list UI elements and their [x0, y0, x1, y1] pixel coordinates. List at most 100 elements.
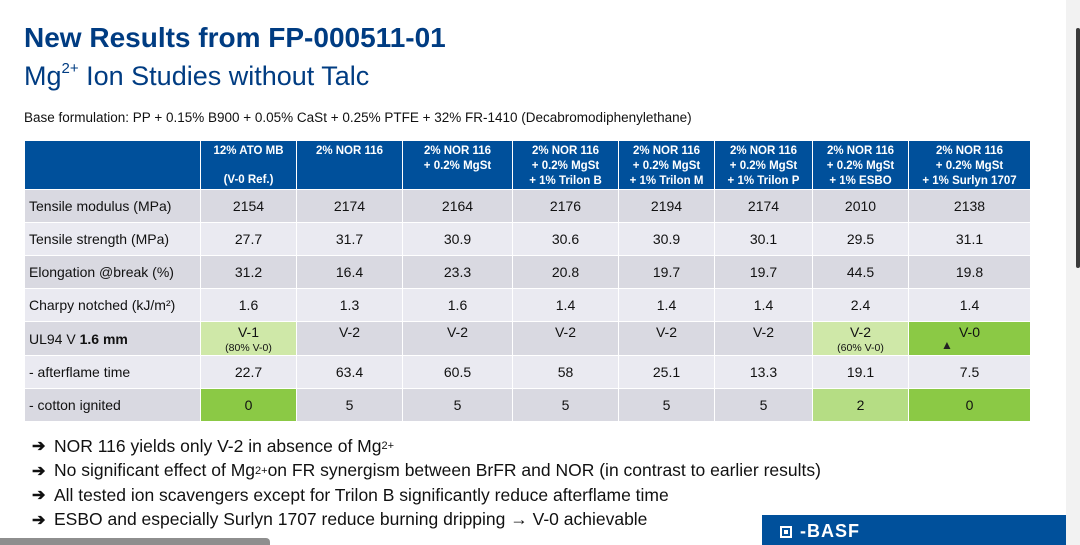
- row-label: Tensile strength (MPa): [24, 222, 201, 256]
- footer-brand-bar: [762, 515, 1066, 545]
- table-cell: 2.4: [812, 288, 909, 322]
- table-cell: 25.1: [618, 355, 715, 389]
- table-cell: V-2: [714, 321, 813, 356]
- table-row-cotton-ignited: - cotton ignited 0 5 5 5 5 5 2 0: [24, 388, 1031, 422]
- table-cell: V-2: [512, 321, 619, 356]
- bottom-scrollbar[interactable]: [0, 538, 270, 545]
- table-cell: 22.7: [200, 355, 297, 389]
- table-cell: 5: [296, 388, 403, 422]
- row-label: Tensile modulus (MPa): [24, 189, 201, 223]
- mouse-cursor-icon: ▲: [941, 338, 953, 352]
- table-cell: V-2 (60% V-0): [812, 321, 909, 356]
- table-cell: 20.8: [512, 255, 619, 289]
- slide-title: New Results from FP-000511-01: [24, 22, 446, 53]
- list-item: ➔ No significant effect of Mg 2+ on FR syn…: [32, 460, 821, 481]
- table-row-afterflame: - afterflame time 22.7 63.4 60.5 58 25.1…: [24, 355, 1031, 389]
- arrow-icon: ➔: [32, 487, 46, 505]
- table-cell: 1.6: [200, 288, 297, 322]
- header-col-5: 2% NOR 116 + 0.2% MgSt + 1% Trilon P: [714, 140, 813, 190]
- header-col-6: 2% NOR 116 + 0.2% MgSt + 1% ESBO: [812, 140, 909, 190]
- header-col-7: 2% NOR 116 + 0.2% MgSt + 1% Surlyn 1707: [908, 140, 1031, 190]
- table-cell: 0: [908, 388, 1031, 422]
- table-cell: 7.5: [908, 355, 1031, 389]
- table-cell: 2154: [200, 189, 297, 223]
- table-cell: 2194: [618, 189, 715, 223]
- table-cell: 44.5: [812, 255, 909, 289]
- header-col-2: 2% NOR 116 + 0.2% MgSt: [402, 140, 513, 190]
- table-cell: 5: [714, 388, 813, 422]
- table-cell: 2174: [714, 189, 813, 223]
- table-row-tensile-modulus: Tensile modulus (MPa) 2154 2174 2164 217…: [24, 189, 1031, 223]
- table-cell: V-2: [296, 321, 403, 356]
- arrow-icon: ➔: [32, 438, 46, 456]
- table-cell: 0: [200, 388, 297, 422]
- table-row-ul94: UL94 V 1.6 mm V-1 (80% V-0) V-2 V-2 V-2 V…: [24, 321, 1031, 356]
- table-row-charpy: Charpy notched (kJ/m²) 1.6 1.3 1.6 1.4 1…: [24, 288, 1031, 322]
- arrow-icon: ➔: [32, 462, 46, 480]
- table-cell: 30.6: [512, 222, 619, 256]
- results-table: 12% ATO MB (V-0 Ref.) 2% NOR 116 2% NOR 1…: [24, 140, 1031, 422]
- table-cell: 19.1: [812, 355, 909, 389]
- table-cell: 19.7: [618, 255, 715, 289]
- table-cell: 2176: [512, 189, 619, 223]
- table-cell: 58: [512, 355, 619, 389]
- row-label: UL94 V 1.6 mm: [24, 321, 201, 356]
- table-cell: V-2: [402, 321, 513, 356]
- table-cell: V-1 (80% V-0): [200, 321, 297, 356]
- basf-square-icon: [780, 525, 792, 538]
- header-col-4: 2% NOR 116 + 0.2% MgSt + 1% Trilon M: [618, 140, 715, 190]
- table-cell: 1.6: [402, 288, 513, 322]
- table-cell: 29.5: [812, 222, 909, 256]
- table-cell: 5: [618, 388, 715, 422]
- arrow-icon: ➔: [32, 511, 46, 529]
- table-cell: V-2: [618, 321, 715, 356]
- table-cell: 27.7: [200, 222, 297, 256]
- table-cell: 2164: [402, 189, 513, 223]
- basf-logo: - BASF: [780, 521, 860, 542]
- table-cell: 1.4: [714, 288, 813, 322]
- table-cell: 13.3: [714, 355, 813, 389]
- table-cell: 2174: [296, 189, 403, 223]
- table-cell: 2: [812, 388, 909, 422]
- header-corner: [24, 140, 201, 190]
- table-cell: 31.1: [908, 222, 1031, 256]
- row-label: Elongation @break (%): [24, 255, 201, 289]
- table-cell: 1.4: [908, 288, 1031, 322]
- table-cell: 31.7: [296, 222, 403, 256]
- right-scrollbar[interactable]: [1066, 0, 1080, 545]
- table-cell: 30.9: [402, 222, 513, 256]
- header-col-3: 2% NOR 116 + 0.2% MgSt + 1% Trilon B: [512, 140, 619, 190]
- list-item: ➔ ESBO and especially Surlyn 1707 reduce …: [32, 509, 648, 530]
- table-cell: 5: [512, 388, 619, 422]
- table-cell: 2138: [908, 189, 1031, 223]
- table-cell: 30.1: [714, 222, 813, 256]
- scrollbar-thumb[interactable]: [1076, 28, 1080, 268]
- table-cell: 1.3: [296, 288, 403, 322]
- table-cell: 23.3: [402, 255, 513, 289]
- row-label: - afterflame time: [24, 355, 201, 389]
- row-label: - cotton ignited: [24, 388, 201, 422]
- table-cell: 19.8: [908, 255, 1031, 289]
- base-formulation: Base formulation: PP + 0.15% B900 + 0.05…: [24, 110, 692, 125]
- header-col-1: 2% NOR 116: [296, 140, 403, 190]
- header-row: 12% ATO MB (V-0 Ref.) 2% NOR 116 2% NOR 1…: [24, 140, 1031, 190]
- table-row-tensile-strength: Tensile strength (MPa) 27.7 31.7 30.9 30…: [24, 222, 1031, 256]
- conclusion-list: ➔ NOR 116 yields only V-2 in absence of M…: [32, 434, 821, 532]
- table-cell: 1.4: [512, 288, 619, 322]
- table-cell: 5: [402, 388, 513, 422]
- table-cell: 30.9: [618, 222, 715, 256]
- list-item: ➔ All tested ion scavengers except for Tr…: [32, 484, 669, 505]
- table-cell: 31.2: [200, 255, 297, 289]
- table-cell: 63.4: [296, 355, 403, 389]
- table-cell: 2010: [812, 189, 909, 223]
- row-label: Charpy notched (kJ/m²): [24, 288, 201, 322]
- table-cell: 60.5: [402, 355, 513, 389]
- table-cell: 1.4: [618, 288, 715, 322]
- slide-subtitle: Mg2+ Ion Studies without Talc: [24, 60, 370, 91]
- list-item: ➔ NOR 116 yields only V-2 in absence of M…: [32, 435, 395, 456]
- table-cell: V-0: [908, 321, 1031, 356]
- table-cell: 19.7: [714, 255, 813, 289]
- header-col-0: 12% ATO MB (V-0 Ref.): [200, 140, 297, 190]
- table-cell: 16.4: [296, 255, 403, 289]
